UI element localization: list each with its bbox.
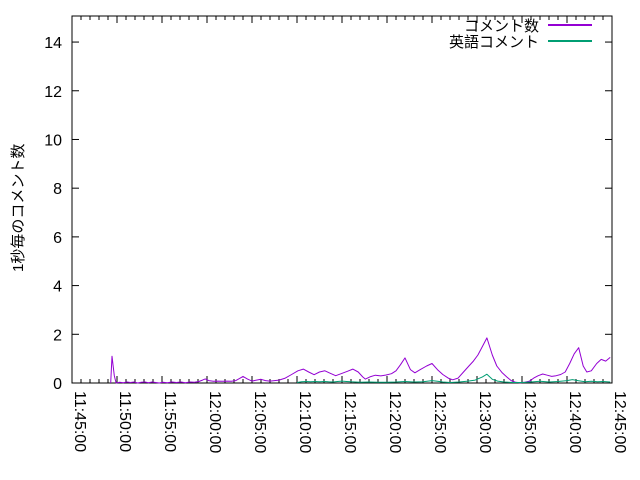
y-tick-label: 4	[53, 279, 62, 296]
x-tick-label: 12:15:00	[341, 391, 358, 453]
legend-item-english: 英語コメント	[448, 33, 592, 51]
x-tick-label: 12:45:00	[611, 391, 628, 453]
x-tick-label: 11:50:00	[116, 391, 133, 452]
x-tick-label: 12:35:00	[521, 391, 538, 453]
y-tick-label: 8	[53, 181, 62, 198]
y-axis-title: 1秒毎のコメント数	[10, 143, 27, 272]
legend-label-comments: コメント数	[463, 17, 539, 35]
legend: コメント数 英語コメント	[448, 17, 592, 51]
y-tick-label: 14	[44, 35, 62, 52]
x-tick-label: 12:20:00	[386, 391, 403, 453]
y-tick-label: 10	[44, 132, 62, 149]
y-tick-label: 2	[53, 327, 62, 344]
x-tick-label: 12:25:00	[431, 391, 448, 453]
plot-border	[71, 15, 613, 384]
x-tick-label: 11:45:00	[71, 391, 88, 452]
x-tick-label: 12:30:00	[476, 391, 493, 453]
series-line-0	[110, 337, 611, 384]
y-tick-label: 0	[53, 376, 62, 393]
x-tick-label: 12:05:00	[251, 391, 268, 453]
legend-label-english: 英語コメント	[448, 33, 539, 51]
x-tick-label: 12:10:00	[296, 391, 313, 453]
legend-line-sample-english	[548, 40, 592, 42]
series-line-1	[296, 373, 611, 383]
y-tick-label: 6	[53, 230, 62, 247]
y-tick-label: 12	[44, 84, 62, 101]
legend-item-comments: コメント数	[449, 17, 592, 35]
x-tick-label: 12:00:00	[206, 391, 223, 453]
x-tick-label: 12:40:00	[566, 391, 583, 453]
legend-line-sample-comments	[548, 24, 592, 26]
x-tick-label: 11:55:00	[161, 391, 178, 452]
